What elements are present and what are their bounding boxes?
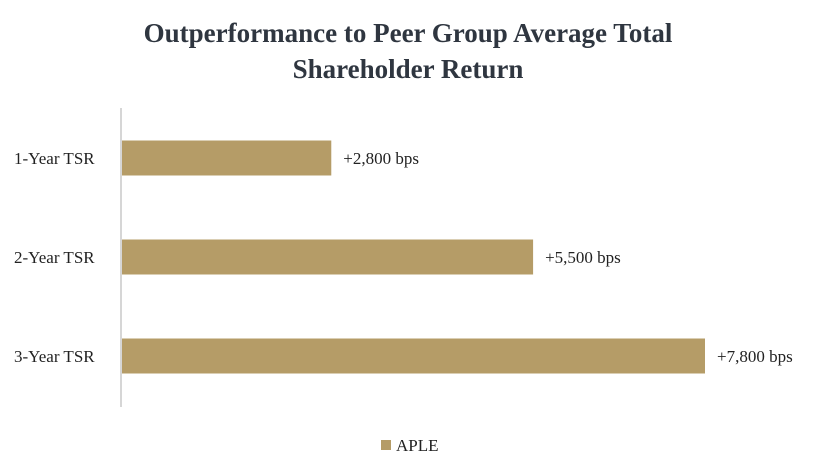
data-label-3-year: +7,800 bps	[717, 347, 793, 366]
legend-label-aple: APLE	[396, 436, 439, 455]
data-label-2-year: +5,500 bps	[545, 248, 621, 267]
bar-1-year-tsr	[122, 140, 332, 176]
bars-group	[122, 140, 705, 374]
chart-title: Outperformance to Peer Group Average Tot…	[144, 18, 673, 84]
category-labels: 1-Year TSR 2-Year TSR 3-Year TSR	[14, 149, 95, 366]
category-label-3-year: 3-Year TSR	[14, 347, 95, 366]
bar-3-year-tsr	[122, 338, 705, 374]
legend: APLE	[381, 436, 439, 455]
category-label-1-year: 1-Year TSR	[14, 149, 95, 168]
chart-title-line-1: Outperformance to Peer Group Average Tot…	[144, 18, 673, 48]
legend-swatch-aple	[381, 440, 391, 450]
data-labels: +2,800 bps +5,500 bps +7,800 bps	[343, 149, 792, 366]
chart-title-line-2: Shareholder Return	[293, 54, 524, 84]
data-label-1-year: +2,800 bps	[343, 149, 419, 168]
bar-2-year-tsr	[122, 239, 534, 275]
category-label-2-year: 2-Year TSR	[14, 248, 95, 267]
